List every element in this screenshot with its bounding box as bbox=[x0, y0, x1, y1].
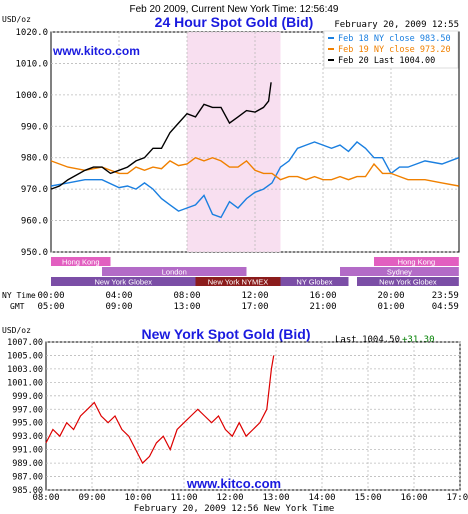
market-bar-label: Hong Kong bbox=[62, 258, 100, 267]
bottom-y-tick-label: 995.00 bbox=[12, 419, 43, 429]
ny-session-shading bbox=[187, 32, 281, 252]
bottom-y-tick-label: 997.00 bbox=[12, 405, 43, 415]
bottom-x-tick-label: 12:00 bbox=[216, 493, 243, 503]
bottom-x-axis-label: February 20, 2009 12:56 New York Time bbox=[134, 504, 334, 514]
market-bar-label: New York Globex bbox=[94, 278, 152, 287]
market-bar-rect bbox=[280, 277, 349, 286]
market-bar-rect bbox=[51, 257, 111, 266]
market-bar-label: New York NYMEX bbox=[208, 278, 268, 287]
bottom-plot-frame bbox=[45, 341, 461, 491]
bottom-x-tick-label: 16:00 bbox=[400, 493, 427, 503]
market-bar-rect bbox=[102, 267, 247, 276]
market-bar-new-york-globex: New York Globex bbox=[357, 277, 459, 287]
top-watermark: www.kitco.com bbox=[52, 44, 140, 58]
market-bar-hong-kong: Hong Kong bbox=[51, 257, 111, 267]
top-chart-timestamp: February 20, 2009 12:55 bbox=[334, 20, 459, 30]
market-bar-rect bbox=[357, 277, 459, 286]
x-ny-tick-label: 16:00 bbox=[309, 291, 336, 301]
top-y-tick-label: 970.0 bbox=[21, 185, 48, 195]
series-line-feb-19 bbox=[50, 156, 459, 187]
top-y-tick-label: 960.0 bbox=[21, 217, 48, 227]
series-line-feb-18 bbox=[50, 141, 460, 219]
bottom-y-tick-label: 1005.00 bbox=[7, 351, 43, 361]
x-gmt-tick-label: 09:00 bbox=[105, 302, 132, 312]
current-time-line: Feb 20 2009, Current New York Time: 12:5… bbox=[129, 4, 338, 15]
bottom-y-tick-label: 1007.00 bbox=[7, 338, 43, 348]
x-gmt-tick-label: 01:00 bbox=[377, 302, 404, 312]
bottom-y-tick-label: 989.00 bbox=[12, 459, 43, 469]
bottom-x-tick-label: 11:00 bbox=[170, 493, 197, 503]
bottom-y-tick-label: 999.00 bbox=[12, 392, 43, 402]
bottom-y-unit-label: USD/oz bbox=[2, 326, 31, 335]
market-bar-ny-globex: NY Globex bbox=[280, 277, 349, 287]
top-y-tick-label: 1000.0 bbox=[15, 91, 48, 101]
x-ny-tick-label: 20:00 bbox=[377, 291, 404, 301]
bottom-y-tick-label: 985.00 bbox=[12, 486, 43, 496]
gmt-label: GMT bbox=[10, 302, 25, 311]
legend-entry: Feb 20 Last 1004.00 bbox=[338, 56, 435, 66]
top-chart-title: 24 Hour Spot Gold (Bid) bbox=[155, 14, 314, 30]
bottom-y-tick-label: 993.00 bbox=[12, 432, 43, 442]
market-bar-rect bbox=[195, 277, 281, 286]
bottom-x-tick-label: 10:00 bbox=[124, 493, 151, 503]
market-bar-label: London bbox=[162, 268, 187, 277]
bottom-x-tick-label: 17:00 bbox=[446, 493, 468, 503]
bottom-y-tick-label: 987.00 bbox=[12, 473, 43, 483]
bottom-y-tick-label: 1001.00 bbox=[7, 378, 43, 388]
market-bar-label: New York Globex bbox=[379, 278, 437, 287]
bottom-y-tick-label: 991.00 bbox=[12, 446, 43, 456]
top-y-tick-label: 950.0 bbox=[21, 248, 48, 258]
market-bar-sydney: Sydney bbox=[340, 267, 459, 277]
bottom-x-tick-label: 09:00 bbox=[78, 493, 105, 503]
x-ny-tick-label: 00:00 bbox=[37, 291, 64, 301]
bottom-change-value: +31.30 bbox=[402, 335, 435, 345]
market-bar-new-york-globex: New York Globex bbox=[51, 277, 196, 287]
series-line-feb-20 bbox=[50, 82, 272, 190]
market-bar-new-york-nymex: New York NYMEX bbox=[195, 277, 281, 287]
top-y-tick-label: 980.0 bbox=[21, 154, 48, 164]
market-bar-london: London bbox=[102, 267, 247, 277]
x-gmt-tick-label: 05:00 bbox=[37, 302, 64, 312]
x-ny-tick-label: 04:00 bbox=[105, 291, 132, 301]
market-bar-label: Sydney bbox=[387, 268, 412, 277]
x-ny-tick-label: 23:59 bbox=[432, 291, 459, 301]
bottom-x-tick-label: 13:00 bbox=[262, 493, 289, 503]
x-gmt-tick-label: 13:00 bbox=[173, 302, 200, 312]
top-y-unit-label: USD/oz bbox=[2, 15, 31, 24]
market-bar-rect bbox=[51, 277, 196, 286]
x-ny-tick-label: 08:00 bbox=[173, 291, 200, 301]
legend-entry: Feb 19 NY close 973.20 bbox=[338, 45, 451, 55]
bottom-series-line bbox=[45, 355, 275, 465]
top-y-tick-label: 990.0 bbox=[21, 122, 48, 132]
bottom-watermark: www.kitco.com bbox=[186, 476, 281, 491]
ny-time-label: NY Time bbox=[2, 291, 36, 300]
top-y-tick-label: 1020.0 bbox=[15, 28, 48, 38]
x-ny-tick-label: 12:00 bbox=[241, 291, 268, 301]
bottom-y-tick-label: 1003.00 bbox=[7, 365, 43, 375]
bottom-x-tick-label: 14:00 bbox=[308, 493, 335, 503]
market-bar-rect bbox=[374, 257, 459, 266]
bottom-chart-title: New York Spot Gold (Bid) bbox=[141, 326, 310, 342]
market-bar-hong-kong: Hong Kong bbox=[374, 257, 459, 267]
market-bar-rect bbox=[340, 267, 459, 276]
top-y-tick-label: 1010.0 bbox=[15, 59, 48, 69]
x-gmt-tick-label: 04:59 bbox=[432, 302, 459, 312]
market-bar-label: Hong Kong bbox=[398, 258, 436, 267]
x-gmt-tick-label: 17:00 bbox=[241, 302, 268, 312]
legend-box bbox=[323, 30, 459, 69]
bottom-last-value: Last 1004.50 bbox=[335, 335, 400, 345]
market-bar-label: NY Globex bbox=[296, 278, 332, 287]
bottom-x-tick-label: 15:00 bbox=[354, 493, 381, 503]
x-gmt-tick-label: 21:00 bbox=[309, 302, 336, 312]
bottom-x-tick-label: 08:00 bbox=[32, 493, 59, 503]
legend-entry: Feb 18 NY close 983.50 bbox=[338, 34, 451, 44]
